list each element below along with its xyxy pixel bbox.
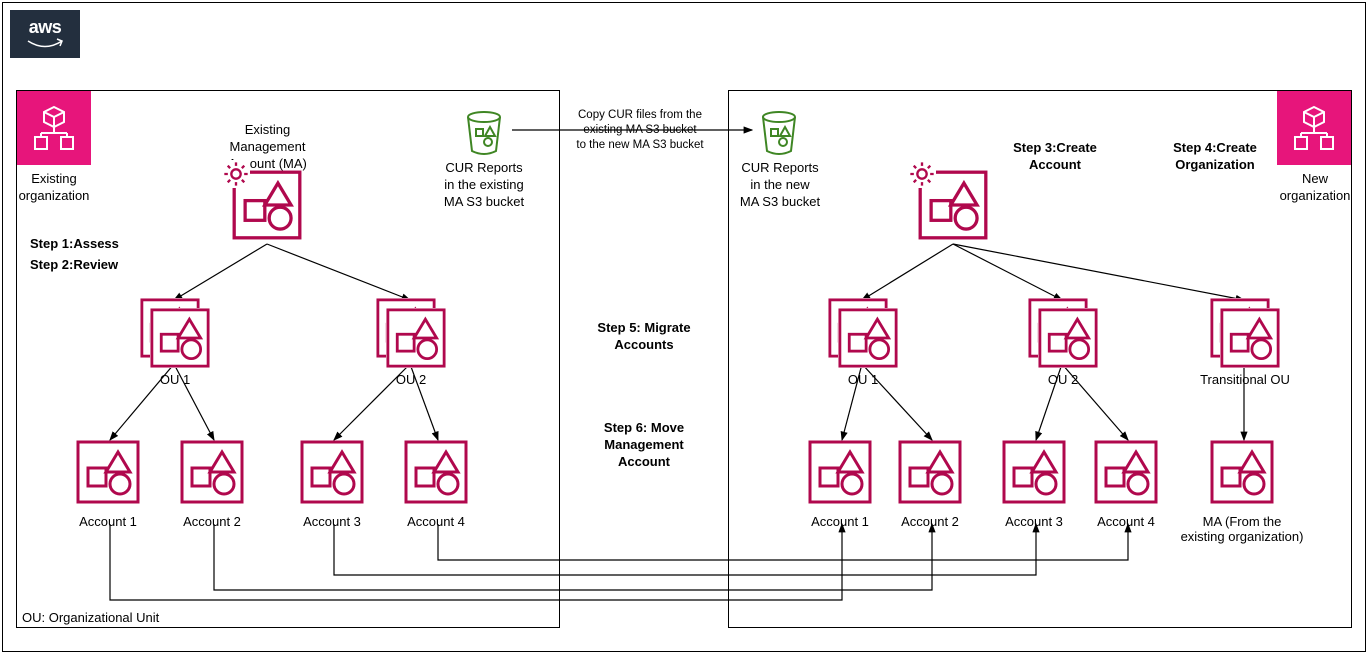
- step-4-label: Step 4:Create Organization: [1160, 140, 1270, 174]
- existing-ma-icon: [232, 170, 302, 240]
- aws-logo: aws: [10, 10, 80, 58]
- existing-account-3-label: Account 3: [277, 514, 387, 529]
- step-6-label: Step 6: Move Management Account: [584, 420, 704, 471]
- new-account-2-label: Account 2: [875, 514, 985, 529]
- s3-left-label: CUR Reports in the existing MA S3 bucket: [424, 160, 544, 211]
- new-ou-2-label: OU 2: [998, 372, 1128, 387]
- existing-account-1-icon: [76, 440, 140, 509]
- new-account-4-icon: [1094, 440, 1158, 509]
- new-account-5-icon: [1210, 440, 1274, 509]
- aws-logo-text: aws: [29, 17, 62, 38]
- new-ou-3-label: Transitional OU: [1180, 372, 1310, 387]
- aws-smile-icon: [27, 38, 63, 52]
- s3-right-label: CUR Reports in the new MA S3 bucket: [720, 160, 840, 211]
- s3-bucket-new-icon: [759, 111, 799, 162]
- new-account-3-icon: [1002, 440, 1066, 509]
- existing-account-3-icon: [300, 440, 364, 509]
- existing-account-2-label: Account 2: [157, 514, 267, 529]
- new-account-2-icon: [898, 440, 962, 509]
- new-account-5-label: MA (From the existing organization): [1167, 514, 1317, 544]
- new-org-corner-icon: [1277, 91, 1351, 165]
- existing-ou-2-label: OU 2: [361, 372, 461, 387]
- steps-1-2-label: Step 1:Assess Step 2:Review: [30, 234, 119, 276]
- ou-footnote: OU: Organizational Unit: [22, 610, 159, 625]
- new-org-corner-label: New organization: [1275, 171, 1355, 205]
- existing-org-corner-label: Existing organization: [14, 171, 94, 205]
- new-ou-1-label: OU 1: [798, 372, 928, 387]
- new-ou-1-icon: [828, 298, 898, 368]
- existing-ou-2-icon: [376, 298, 446, 368]
- existing-ou-1-label: OU 1: [125, 372, 225, 387]
- existing-account-2-icon: [180, 440, 244, 509]
- existing-org-corner-icon: [17, 91, 91, 165]
- new-account-4-label: Account 4: [1071, 514, 1181, 529]
- step-5-label: Step 5: Migrate Accounts: [584, 320, 704, 354]
- s3-bucket-existing-icon: [464, 111, 504, 162]
- new-ou-3-icon: [1210, 298, 1280, 368]
- existing-account-1-label: Account 1: [53, 514, 163, 529]
- new-account-1-icon: [808, 440, 872, 509]
- step-3-label: Step 3:Create Account: [1000, 140, 1110, 174]
- existing-account-4-label: Account 4: [381, 514, 491, 529]
- new-ou-2-icon: [1028, 298, 1098, 368]
- copy-cur-label: Copy CUR files from the existing MA S3 b…: [560, 108, 720, 153]
- existing-account-4-icon: [404, 440, 468, 509]
- existing-ou-1-icon: [140, 298, 210, 368]
- new-ma-icon: [918, 170, 988, 240]
